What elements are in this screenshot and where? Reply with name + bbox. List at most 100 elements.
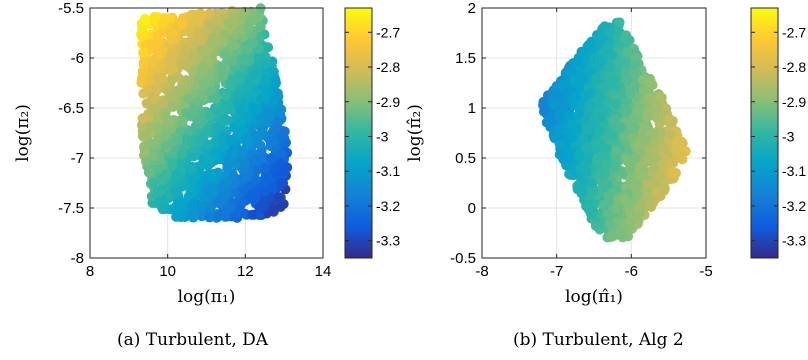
data-point: [247, 189, 257, 200]
data-point: [216, 192, 227, 203]
data-point: [254, 210, 265, 220]
data-point: [149, 94, 160, 105]
data-point: [138, 47, 149, 58]
colorbar-tick-label: -2.7: [782, 24, 806, 40]
data-point: [652, 102, 663, 113]
y-tick-label: -5.5: [58, 0, 84, 17]
y-tick-label: -7.5: [58, 200, 84, 217]
x-tick-label: -5: [699, 263, 712, 280]
data-point: [598, 105, 609, 115]
data-point: [234, 115, 245, 126]
data-point: [541, 117, 552, 128]
data-point: [250, 130, 261, 141]
data-point: [172, 136, 183, 147]
y-tick-label: 0.5: [455, 150, 476, 167]
data-point: [254, 12, 264, 23]
data-point: [225, 203, 235, 214]
data-point: [608, 115, 619, 126]
data-point: [604, 219, 615, 230]
colorbar-tick-label: -3.1: [376, 163, 400, 179]
colorbar: [344, 7, 373, 259]
data-point: [189, 209, 200, 220]
data-point: [595, 170, 606, 181]
data-point: [139, 141, 149, 152]
data-point: [582, 142, 593, 153]
data-point: [671, 135, 682, 146]
data-point: [220, 91, 231, 101]
data-point: [627, 133, 638, 143]
data-point: [154, 122, 164, 133]
x-tick-label: -6: [625, 263, 638, 280]
data-point: [625, 174, 636, 185]
data-point: [243, 81, 254, 92]
colorbar-tick-label: -3: [376, 128, 389, 144]
data-point: [229, 40, 240, 51]
data-point: [229, 122, 240, 133]
data-point: [539, 104, 550, 115]
data-point: [655, 126, 666, 137]
data-points-0: [136, 3, 293, 223]
data-point: [193, 16, 204, 27]
y-tick-label: 1: [468, 100, 476, 117]
data-point: [214, 210, 224, 221]
data-point: [659, 183, 670, 194]
data-point: [235, 105, 246, 116]
data-point: [252, 60, 263, 71]
data-point: [583, 65, 594, 76]
data-point: [251, 103, 262, 114]
data-point: [249, 69, 260, 80]
data-point: [260, 75, 271, 86]
data-point: [148, 151, 159, 161]
axes-panel-0: 8 10 12 14 -8 -7.5 -7 -6.5 -6 -5.5 log(π₁) log(π₂) -…: [13, 0, 400, 307]
data-point: [236, 197, 247, 208]
x-tick-label: 8: [86, 263, 94, 280]
data-point: [549, 99, 560, 110]
data-point: [168, 148, 178, 159]
data-point: [204, 212, 215, 223]
data-point: [250, 174, 261, 185]
x-tick-label: 10: [159, 263, 176, 280]
data-point: [567, 118, 577, 129]
data-point: [655, 171, 666, 182]
colorbar: [750, 7, 779, 259]
data-point: [184, 76, 195, 87]
y-tick-label: -0.5: [450, 250, 476, 267]
data-point: [651, 111, 662, 122]
data-point: [597, 150, 608, 160]
data-point: [187, 176, 198, 186]
data-point: [147, 58, 158, 69]
data-point: [629, 81, 640, 92]
data-point: [273, 192, 284, 203]
data-point: [615, 122, 626, 133]
data-point: [647, 128, 658, 139]
data-point: [203, 139, 214, 150]
data-point: [607, 231, 618, 242]
data-point: [645, 75, 656, 86]
data-point: [187, 164, 198, 175]
colorbar-tick-label: -2.9: [376, 94, 400, 110]
data-point: [588, 186, 599, 197]
x-tick-label: -7: [550, 263, 563, 280]
data-point: [279, 165, 290, 176]
data-point: [621, 74, 632, 84]
y-tick-label: -7: [71, 150, 84, 167]
data-point: [150, 40, 161, 51]
data-point: [642, 190, 653, 201]
data-point: [629, 59, 640, 70]
data-point: [569, 75, 580, 85]
data-point: [591, 59, 602, 70]
data-point: [177, 116, 188, 127]
data-point: [183, 93, 194, 104]
data-point: [260, 58, 271, 69]
data-point: [149, 12, 160, 23]
data-point: [259, 201, 270, 212]
data-point: [547, 89, 558, 100]
data-point: [149, 177, 159, 188]
data-point: [576, 46, 587, 57]
data-point: [619, 34, 630, 44]
y-tick-label: 0: [468, 200, 476, 217]
data-point: [239, 6, 250, 17]
data-point: [601, 159, 612, 170]
data-point: [220, 50, 231, 61]
